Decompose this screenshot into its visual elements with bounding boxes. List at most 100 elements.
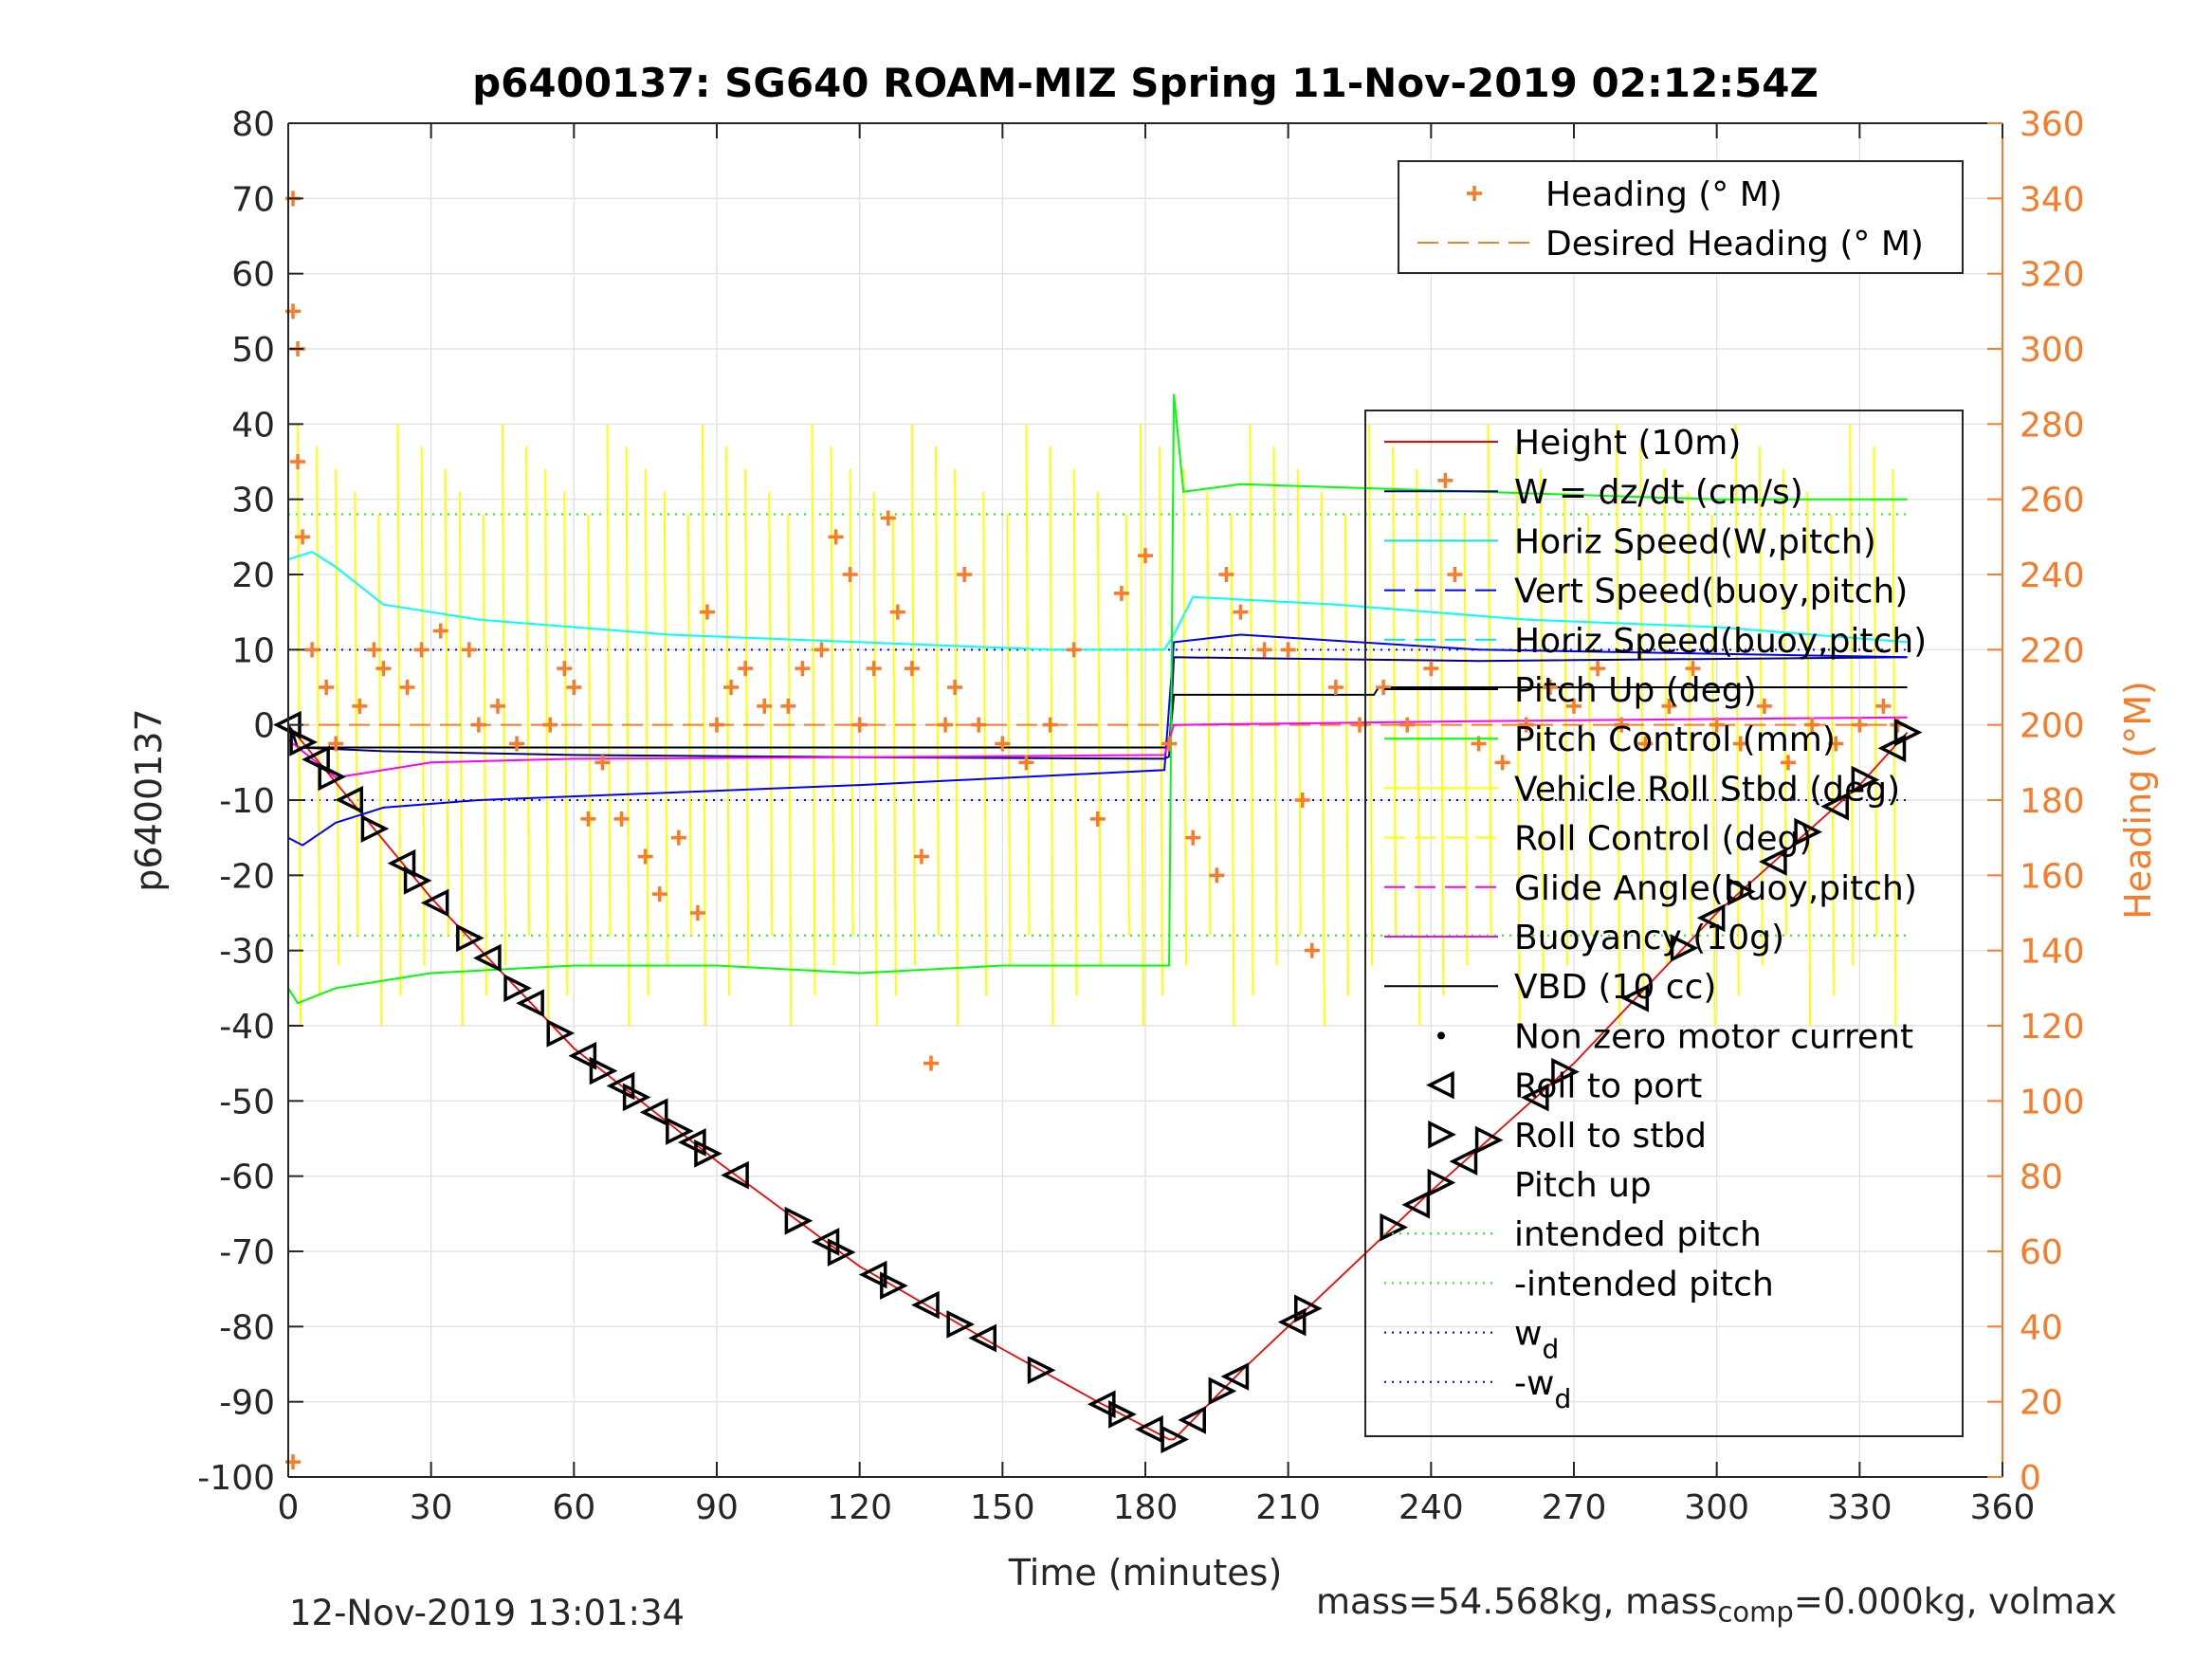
roll-stbd-marker (946, 1310, 976, 1339)
roll-port-marker (516, 989, 544, 1018)
y-axis-label-left: p6400137 (128, 708, 170, 891)
heading-point (1590, 661, 1606, 677)
roll-port-marker (473, 943, 502, 973)
roll-spike (849, 468, 854, 936)
roll-spike (1272, 447, 1278, 966)
roll-stbd-marker (1108, 1400, 1137, 1429)
heading-point (923, 1055, 939, 1071)
roll-spike (1849, 424, 1855, 966)
roll-port-marker (302, 745, 330, 774)
roll-port-marker (1877, 734, 1907, 763)
y-tick-label-right: 20 (2020, 1384, 2063, 1423)
legend-label-subscript: d (1542, 1334, 1559, 1365)
roll-stbd-marker (546, 1019, 576, 1048)
roll-spike (1463, 514, 1469, 966)
footer-mass-label: mass=54.568kg, mass (1316, 1581, 1718, 1622)
main-legend-label: Glide Angle(buoy,pitch) (1514, 869, 1917, 908)
heading-point (1685, 661, 1701, 677)
main-legend-label: Vehicle Roll Stbd (deg) (1514, 770, 1900, 809)
heading-point (689, 905, 705, 921)
heading-point (613, 811, 630, 827)
heading-point (780, 698, 796, 714)
roll-spike (1806, 491, 1812, 1027)
roll-port-marker (811, 1228, 840, 1256)
heading-point (957, 567, 973, 582)
roll-spike (1416, 468, 1421, 1027)
roll-stbd-marker (694, 1139, 722, 1168)
heading-point (366, 642, 382, 658)
y-tick-label-right: 40 (2020, 1308, 2063, 1347)
y-tick-label-left: 30 (231, 482, 275, 520)
roll-spike (502, 424, 507, 966)
heading-point (938, 717, 954, 733)
roll-spike (1344, 514, 1349, 996)
heading-point (557, 661, 573, 677)
main-legend-label: Horiz Speed(W,pitch) (1514, 522, 1876, 561)
heading-point (1256, 642, 1272, 658)
y-tick-label-right: 320 (2020, 256, 2085, 295)
roll-spike (1206, 491, 1212, 936)
roll-stbd-marker (360, 814, 390, 843)
heading-point (723, 680, 740, 695)
roll-port-marker (1820, 792, 1849, 821)
roll-port-marker (1449, 1147, 1478, 1176)
legend-roll-port-swatch (1426, 1070, 1454, 1100)
roll-stbd-marker (622, 1083, 651, 1112)
x-tick-label: 60 (552, 1488, 595, 1527)
heading-point (651, 886, 667, 902)
roll-spike (482, 514, 487, 996)
heading-point (904, 661, 920, 677)
roll-port-marker (968, 1323, 996, 1353)
heading-point (1709, 717, 1725, 733)
heading-point (461, 642, 477, 658)
roll-stbd-marker (1294, 1294, 1323, 1323)
heading-point (637, 848, 653, 865)
roll-stbd-marker (827, 1238, 856, 1267)
main-legend-label: Pitch Up (deg) (1514, 671, 1757, 710)
roll-spike (1515, 447, 1521, 1027)
roll-spike (1734, 424, 1740, 996)
heading-point (352, 698, 368, 714)
x-tick-label: 360 (1970, 1488, 2036, 1527)
heading-legend-label: Desired Heading (° M) (1545, 225, 1924, 264)
roll-spike (1439, 491, 1445, 996)
roll-stbd-marker (456, 923, 484, 953)
heading-point (699, 604, 715, 620)
roll-spike (1320, 491, 1325, 1027)
heading-point (814, 642, 830, 658)
footer-mass-text: mass=54.568kg, masscomp=0.000kg, volmax (1316, 1581, 2117, 1628)
heading-legend-label: Heading (° M) (1545, 175, 1782, 214)
main-legend-label: -intended pitch (1514, 1265, 1774, 1304)
roll-spike (1487, 424, 1492, 936)
y-tick-label-left: 50 (231, 331, 275, 370)
series-horiz-speed (287, 551, 1908, 651)
roll-stbd-marker (589, 1056, 618, 1085)
legend-label-subscript: d (1554, 1383, 1571, 1414)
heading-point (1828, 736, 1844, 752)
roll-spike (872, 491, 878, 1027)
roll-stbd-marker (1161, 1425, 1190, 1454)
heading-point (1804, 717, 1820, 733)
main-legend-label: Pitch up (1514, 1166, 1652, 1205)
x-tick-label: 270 (1542, 1488, 1607, 1527)
roll-spike (725, 447, 731, 996)
heading-point (670, 830, 686, 846)
y-tick-label-left: 40 (231, 406, 275, 445)
heading-point (594, 755, 611, 771)
heading-point (1304, 942, 1320, 958)
heading-point (1637, 736, 1654, 752)
y-tick-label-right: 180 (2020, 782, 2085, 821)
roll-stbd-marker (784, 1206, 814, 1235)
heading-point (1218, 567, 1234, 582)
heading-point (542, 717, 558, 733)
roll-port-marker (911, 1290, 940, 1320)
heading-point (1756, 698, 1772, 714)
heading-point (1066, 642, 1082, 658)
y-axis-label-right: Heading (°M) (2117, 681, 2159, 920)
heading-point (947, 680, 963, 695)
y-tick-label-right: 300 (2020, 331, 2085, 370)
heading-point (828, 529, 844, 545)
roll-stbd-marker (1728, 877, 1756, 906)
roll-spike (563, 491, 569, 996)
